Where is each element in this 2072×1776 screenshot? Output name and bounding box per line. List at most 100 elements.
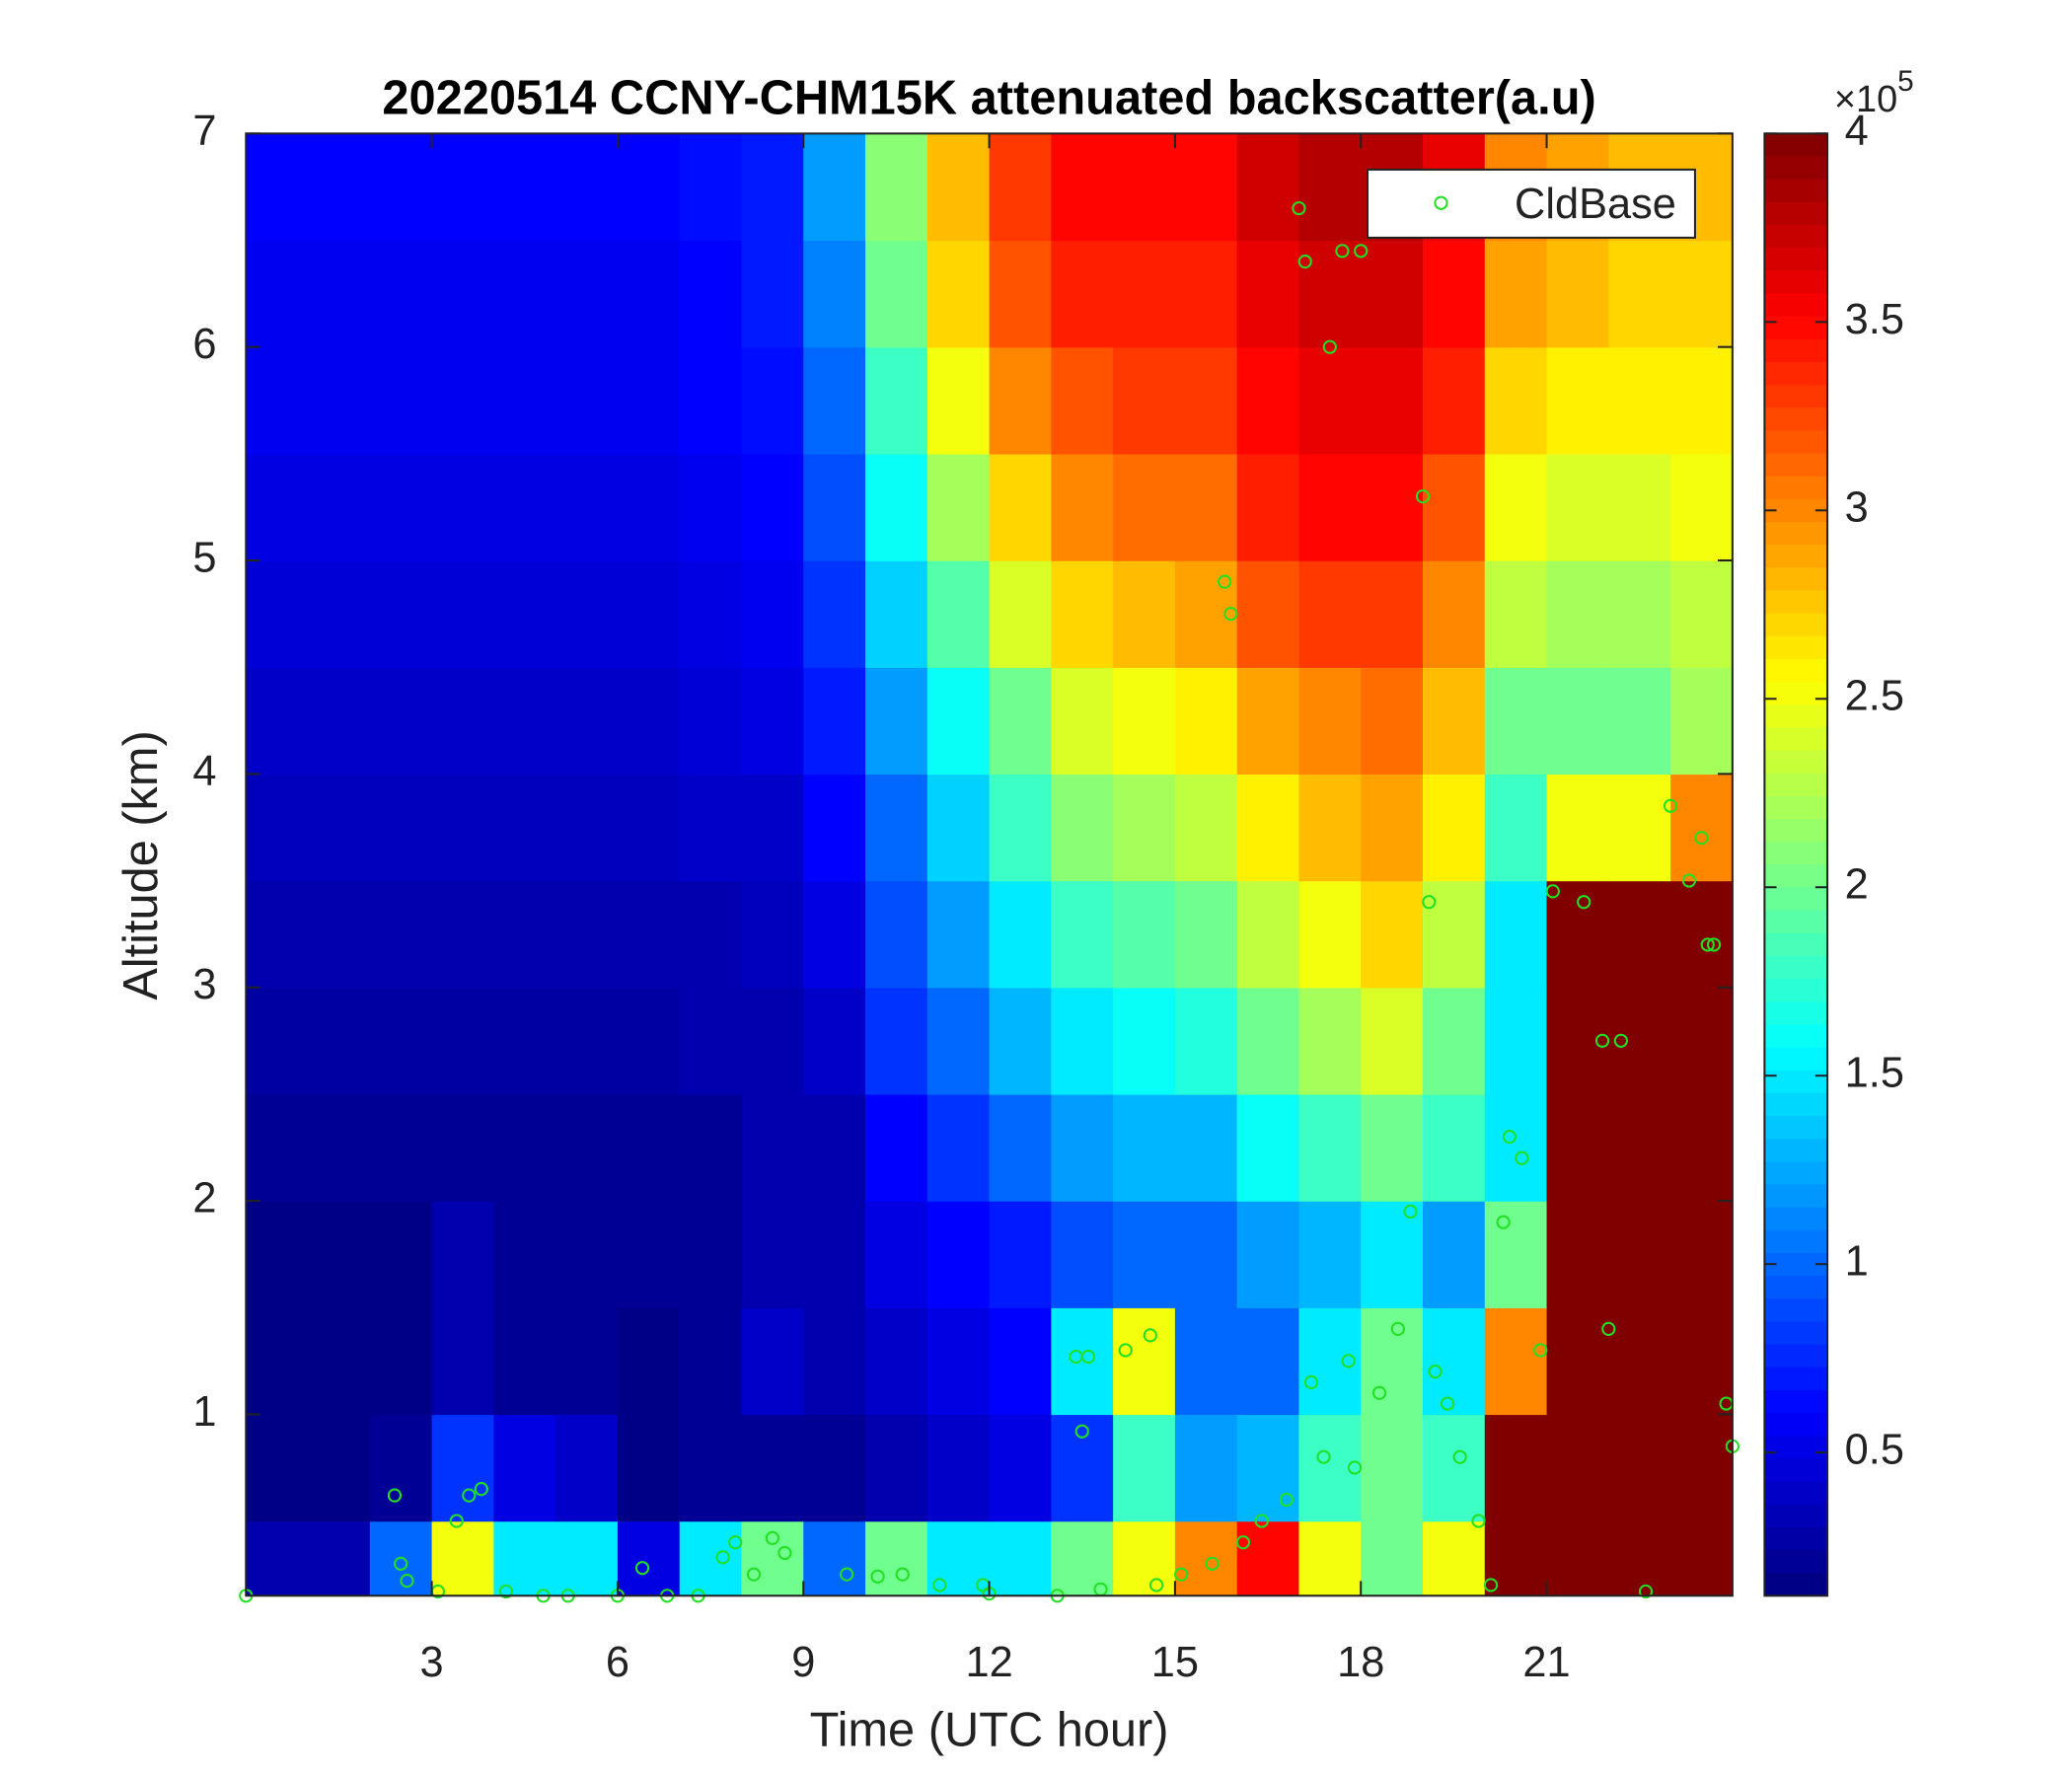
heatmap-cell (308, 133, 371, 242)
heatmap-cell (431, 1520, 495, 1596)
heatmap-cell (1298, 346, 1362, 455)
heatmap-cell (1236, 240, 1300, 348)
colorbar-step (1764, 1321, 1828, 1346)
heatmap-cell (1361, 1307, 1424, 1416)
colorbar-step (1764, 224, 1828, 249)
cloud-base-point (1080, 1349, 1096, 1365)
heatmap-cell (246, 1307, 309, 1416)
cloud-base-point (1694, 831, 1709, 846)
heatmap-cell (741, 774, 804, 882)
heatmap-cell (741, 1093, 804, 1202)
heatmap-cell (617, 667, 681, 776)
colorbar-step (1764, 1001, 1828, 1026)
colorbar-step (1764, 430, 1828, 455)
heatmap-cell (1484, 1307, 1548, 1416)
heatmap-cell (431, 1093, 495, 1202)
cloud-base-point (1223, 607, 1238, 622)
heatmap-cell (989, 1201, 1053, 1308)
cloud-base-point (1681, 873, 1697, 888)
heatmap-cell (1484, 1201, 1548, 1308)
cloud-base-point (1638, 1584, 1654, 1599)
heatmap-cell (1423, 1307, 1486, 1416)
heatmap-cell (865, 667, 928, 776)
heatmap-cell (246, 880, 309, 989)
heatmap-cell (308, 880, 371, 989)
heatmap-cell (493, 667, 556, 776)
heatmap-cell (1546, 774, 1609, 882)
heatmap-cell (308, 346, 371, 455)
colorbar-step (1764, 979, 1828, 1003)
cloud-base-point (1613, 1033, 1628, 1048)
heatmap-cell (803, 667, 866, 776)
y-tick-label: 3 (192, 961, 216, 1008)
heatmap-cell (1051, 560, 1114, 668)
colorbar-step (1764, 1526, 1828, 1551)
cloud-base-point (1297, 255, 1312, 269)
heatmap-cell (1608, 774, 1671, 882)
cloud-base-point (1235, 1535, 1251, 1550)
heatmap-cell (1298, 774, 1362, 882)
heatmap-cell (369, 1093, 433, 1202)
y-tick-label: 7 (192, 108, 216, 155)
colorbar-step (1764, 1367, 1828, 1391)
cloud-base-point (1502, 1130, 1517, 1145)
heatmap-cell (617, 453, 681, 561)
heatmap-cell (1051, 240, 1114, 348)
cloud-base-point (1292, 200, 1306, 216)
cloud-base-point (1515, 1150, 1529, 1165)
heatmap-cell (1113, 346, 1176, 455)
heatmap-cell (989, 560, 1053, 668)
cloud-base-point (1205, 1556, 1220, 1571)
heatmap-cell (741, 560, 804, 668)
y-tick-label: 5 (192, 534, 216, 581)
heatmap-cell (369, 346, 433, 455)
heatmap-cell (369, 880, 433, 989)
heatmap-cell (926, 133, 991, 242)
colorbar-step (1764, 361, 1828, 386)
cloud-base-point (1440, 1396, 1455, 1411)
heatmap-cell (493, 1520, 556, 1596)
heatmap-cell (1113, 133, 1176, 242)
heatmap-cell (1423, 1093, 1486, 1202)
heatmap-cell (1670, 453, 1734, 561)
heatmap-cell (1174, 453, 1238, 561)
heatmap-cell (1051, 774, 1114, 882)
heatmap-cell (617, 346, 681, 455)
heatmap-cell (493, 880, 556, 989)
heatmap-cell (431, 1414, 495, 1522)
heatmap-cell (1546, 1414, 1609, 1522)
colorbar-step (1764, 156, 1828, 181)
heatmap-cell (555, 346, 619, 455)
heatmap-cell (1670, 240, 1734, 348)
heatmap-cell (555, 1414, 619, 1522)
heatmap-cell (493, 1414, 556, 1522)
heatmap-cell (617, 1520, 681, 1596)
heatmap-cell (493, 133, 556, 242)
heatmap-cell (1670, 560, 1734, 668)
heatmap-cell (741, 453, 804, 561)
colorbar-step (1764, 842, 1828, 866)
heatmap-cell (865, 880, 928, 989)
colorbar-step (1764, 1436, 1828, 1460)
heatmap-cell (1113, 1414, 1176, 1522)
cloud-base-point (1074, 1424, 1089, 1439)
heatmap-cell (1113, 1201, 1176, 1308)
heatmap-cell (246, 1093, 309, 1202)
heatmap-cell (1546, 453, 1609, 561)
heatmap-cell (803, 987, 866, 1095)
colorbar-step (1764, 955, 1828, 980)
heatmap-cell (617, 133, 681, 242)
colorbar-tick-label: 4 (1845, 108, 1869, 155)
heatmap-cell (555, 560, 619, 668)
heatmap-cell (431, 346, 495, 455)
heatmap-cell (989, 987, 1053, 1095)
heatmap-cell (1608, 1093, 1671, 1202)
x-tick-label: 21 (1522, 1639, 1570, 1686)
heatmap-cell (1298, 880, 1362, 989)
heatmap-cell (617, 880, 681, 989)
legend-box (1366, 168, 1696, 239)
heatmap-cell (679, 1520, 743, 1596)
heatmap-cell (493, 1307, 556, 1416)
cloud-base-point (932, 1578, 947, 1592)
heatmap-cell (308, 1414, 371, 1522)
